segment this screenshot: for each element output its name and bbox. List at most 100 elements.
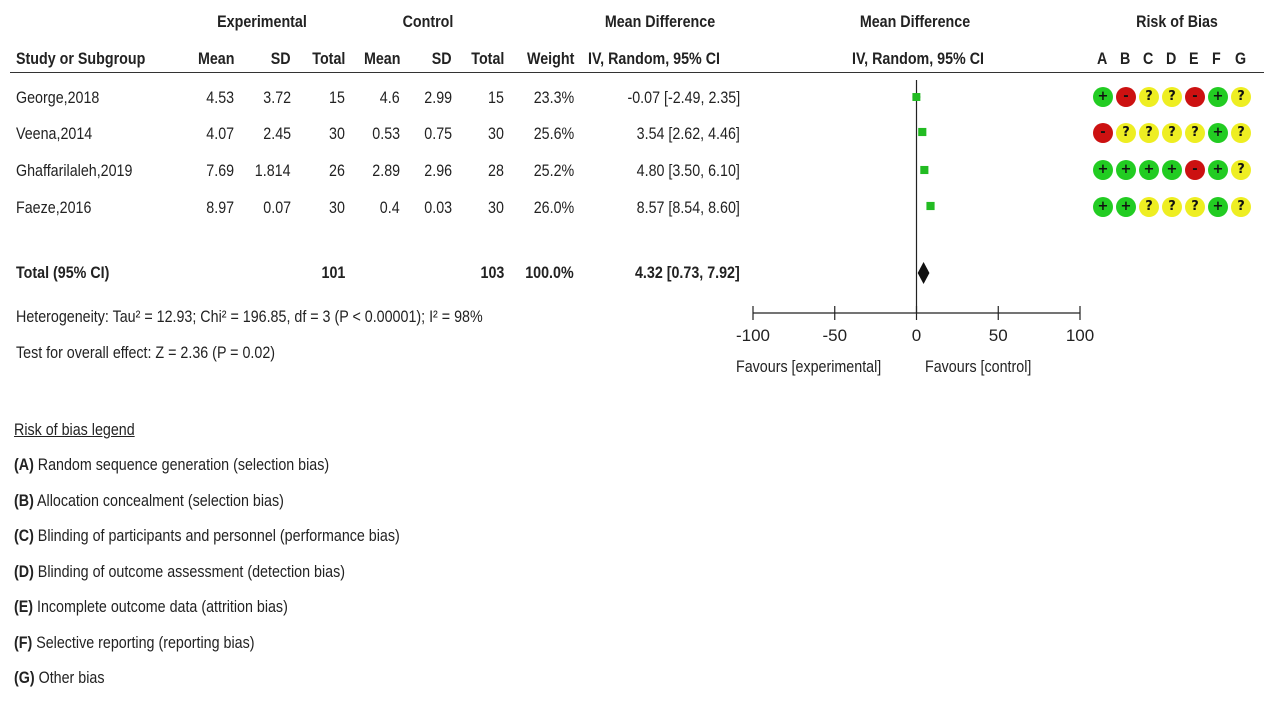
ctrl-sd: 0.03 — [424, 198, 452, 217]
x-tick-label: 100 — [1066, 326, 1094, 345]
rob-legend-key: (B) — [14, 490, 34, 510]
rob-letter: F — [1212, 49, 1221, 68]
rob-legend-item: (E) Incomplete outcome data (attrition b… — [14, 597, 288, 617]
rob-judgement-dot: + — [1162, 160, 1182, 180]
study-weight: 23.3% — [533, 88, 574, 107]
exp-sd: 3.72 — [263, 88, 291, 107]
rob-judgement-dot: + — [1208, 87, 1228, 107]
study-weight: 25.2% — [533, 161, 574, 180]
exp-total: 15 — [329, 88, 345, 107]
ctrl-mean: 0.53 — [372, 124, 400, 143]
rob-judgement-dot: ? — [1185, 123, 1205, 143]
study-name: George,2018 — [16, 88, 100, 107]
study-effect-square — [920, 165, 929, 175]
plot-method-header: IV, Random, 95% CI — [852, 49, 985, 68]
rob-legend-key: (E) — [14, 597, 34, 616]
rob-judgement-dot: + — [1208, 160, 1228, 180]
rob-judgement-dot: + — [1116, 160, 1136, 180]
exp-mean: 7.69 — [206, 161, 234, 180]
rob-judgement-dot: + — [1093, 197, 1113, 217]
md-column-title: Mean Difference — [604, 12, 716, 31]
study-name: Veena,2014 — [16, 124, 93, 143]
rob-legend-text: Random sequence generation (selection bi… — [33, 455, 330, 474]
rob-letter: G — [1235, 49, 1247, 68]
exp-mean: 4.53 — [206, 88, 234, 107]
rob-judgement-dot: + — [1208, 197, 1228, 217]
rob-legend-key: (D) — [14, 561, 34, 581]
total-label: Total (95% CI) — [16, 263, 110, 282]
rob-letter: D — [1166, 49, 1177, 68]
rob-judgement-dot: - — [1116, 87, 1136, 107]
ctrl-sd: 2.96 — [424, 161, 452, 180]
rob-title: Risk of Bias — [1136, 12, 1218, 31]
rob-legend-text: Blinding of participants and personnel (… — [33, 526, 400, 545]
study-effect-square — [926, 201, 935, 211]
exp-total: 30 — [329, 198, 345, 217]
exp-sd: 0.07 — [263, 198, 291, 217]
rob-legend-title: Risk of bias legend — [14, 420, 135, 439]
rob-letter: C — [1143, 49, 1154, 68]
rob-judgement-dot: ? — [1116, 123, 1136, 143]
study-md-ci: 8.57 [8.54, 8.60] — [636, 198, 740, 217]
rob-judgement-dot: + — [1116, 197, 1136, 217]
experimental-group-header: Experimental — [217, 12, 307, 31]
rob-legend-item: (F) Selective reporting (reporting bias) — [14, 633, 254, 653]
ctrl-total: 15 — [488, 88, 504, 107]
rob-judgement-dot: - — [1185, 87, 1205, 107]
study-name: Ghaffarilaleh,2019 — [16, 161, 133, 180]
exp-mean: 8.97 — [206, 198, 234, 217]
rob-letter: B — [1120, 49, 1131, 68]
rob-judgement-dot: + — [1093, 87, 1113, 107]
rob-legend-item: (C) Blinding of participants and personn… — [14, 526, 400, 546]
ctrl-total: 28 — [488, 161, 504, 180]
heterogeneity-stats: Heterogeneity: Tau² = 12.93; Chi² = 196.… — [16, 307, 483, 326]
rob-judgement-dot: ? — [1231, 123, 1251, 143]
rob-judgement-dot: + — [1093, 160, 1113, 180]
md-method-header: IV, Random, 95% CI — [588, 49, 721, 68]
rob-legend-item: (A) Random sequence generation (selectio… — [14, 455, 329, 475]
rob-judgement-dot: ? — [1139, 197, 1159, 217]
favours-control-label: Favours [control] — [925, 357, 1032, 376]
rob-letter: A — [1097, 49, 1108, 68]
rob-legend-key: (C) — [14, 526, 34, 545]
ctrl-mean: 0.4 — [380, 198, 400, 217]
rob-legend-item: (B) Allocation concealment (selection bi… — [14, 491, 284, 511]
x-tick-label: 0 — [912, 326, 921, 345]
rob-judgement-dot: ? — [1162, 197, 1182, 217]
x-tick-label: 50 — [989, 326, 1008, 345]
ctrl-sd: 0.75 — [424, 124, 452, 143]
exp-total: 30 — [329, 124, 345, 143]
ctrl-total: 30 — [488, 124, 504, 143]
exp-mean: 4.07 — [206, 124, 234, 143]
rob-legend-text: Selective reporting (reporting bias) — [32, 632, 255, 652]
overall-effect-test: Test for overall effect: Z = 2.36 (P = 0… — [16, 343, 276, 362]
rob-judgement-dot: ? — [1231, 160, 1251, 180]
study-name: Faeze,2016 — [16, 198, 92, 217]
ctrl-total-header: Total — [470, 49, 504, 68]
rob-judgement-dot: ? — [1162, 87, 1182, 107]
study-md-ci: -0.07 [-2.49, 2.35] — [627, 88, 740, 107]
rob-judgement-dot: ? — [1231, 87, 1251, 107]
rob-judgement-dot: ? — [1231, 197, 1251, 217]
rob-judgement-dot: ? — [1162, 123, 1182, 143]
rob-legend-item: (G) Other bias — [14, 668, 104, 688]
rob-legend-key: (A) — [14, 455, 34, 474]
exp-sd: 1.814 — [255, 161, 291, 180]
ctrl-total: 30 — [488, 198, 504, 217]
rob-judgement-dot: + — [1208, 123, 1228, 143]
study-effect-square — [918, 127, 927, 137]
rob-legend-text: Other bias — [34, 668, 105, 687]
rob-letter: E — [1189, 49, 1199, 68]
rob-legend-key: (F) — [14, 632, 33, 652]
rob-judgement-dot: ? — [1139, 87, 1159, 107]
x-tick-label: -100 — [736, 326, 770, 345]
rob-judgement-dot: - — [1093, 123, 1113, 143]
rob-legend-item: (D) Blinding of outcome assessment (dete… — [14, 562, 345, 582]
rob-legend-key: (G) — [14, 668, 35, 687]
total-weight: 100.0% — [525, 263, 574, 282]
rob-judgement-dot: ? — [1139, 123, 1159, 143]
study-md-ci: 3.54 [2.62, 4.46] — [636, 124, 740, 143]
ctrl-mean: 4.6 — [380, 88, 400, 107]
